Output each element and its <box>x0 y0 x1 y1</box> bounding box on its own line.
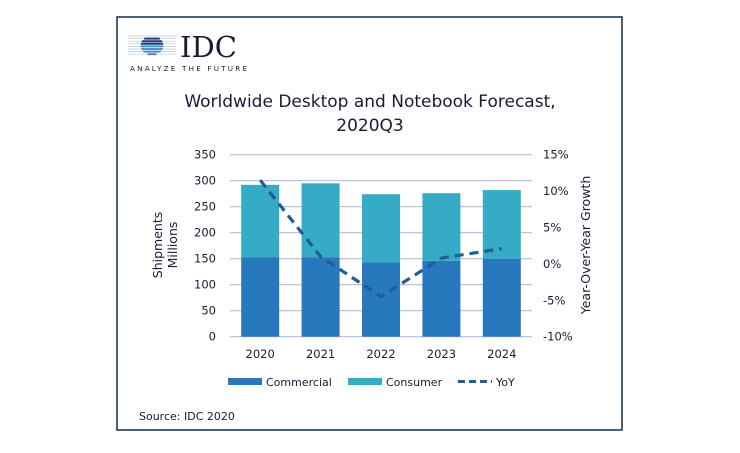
y-tick-label: 0 <box>209 330 216 344</box>
bar-consumer <box>422 193 461 261</box>
bar-commercial <box>362 262 400 337</box>
y2-tick-label: 5% <box>543 221 561 235</box>
bar-consumer <box>362 194 400 263</box>
source-note: Source: IDC 2020 <box>139 410 235 423</box>
chart-frame <box>116 16 623 431</box>
legend-swatch-consumer <box>348 378 382 385</box>
x-tick-label: 2024 <box>487 347 516 361</box>
bar-commercial <box>241 257 280 337</box>
x-tick-label: 2021 <box>306 347 335 361</box>
y-tick-label: 100 <box>194 278 216 292</box>
logo-text: IDC <box>180 30 237 64</box>
globe-icon <box>128 35 176 56</box>
y-tick-label: 200 <box>194 226 216 240</box>
yoy-line <box>258 179 503 299</box>
legend-swatch-commercial <box>228 378 262 385</box>
y-tick-label: 300 <box>194 174 216 188</box>
y2-axis-label: Year-Over-Year Growth <box>578 176 593 316</box>
bar-commercial <box>482 258 521 337</box>
bar-consumer <box>482 190 521 259</box>
y-axis-label-line2: Millions <box>165 222 180 269</box>
legend-label-yoy: YoY <box>495 376 515 389</box>
y-tick-label: 50 <box>201 304 216 318</box>
idc-logo: IDC ANALYZE THE FUTURE <box>128 30 249 73</box>
y-axis-label-line1: Shipments <box>150 212 165 278</box>
bar-commercial <box>301 257 340 337</box>
y2-tick-label: 10% <box>543 184 569 198</box>
y2-tick-label: 15% <box>543 148 569 162</box>
chart-title-line1: Worldwide Desktop and Notebook Forecast, <box>184 92 555 112</box>
legend-label-consumer: Consumer <box>386 376 443 389</box>
y-tick-label: 250 <box>194 200 216 214</box>
legend-label-commercial: Commercial <box>266 376 332 389</box>
bar-commercial <box>422 260 461 337</box>
y-tick-label: 150 <box>194 252 216 266</box>
x-tick-label: 2022 <box>366 347 395 361</box>
y2-tick-label: -10% <box>543 330 573 344</box>
y2-tick-label: 0% <box>543 257 561 271</box>
logo-tagline: ANALYZE THE FUTURE <box>130 64 249 73</box>
legend: Commercial Consumer YoY <box>228 376 515 389</box>
y2-tick-label: -5% <box>543 293 565 307</box>
chart-title-line2: 2020Q3 <box>336 116 403 136</box>
x-tick-label: 2020 <box>246 347 275 361</box>
bar-consumer <box>301 183 340 258</box>
x-tick-label: 2023 <box>427 347 456 361</box>
y-tick-label: 350 <box>194 148 216 162</box>
